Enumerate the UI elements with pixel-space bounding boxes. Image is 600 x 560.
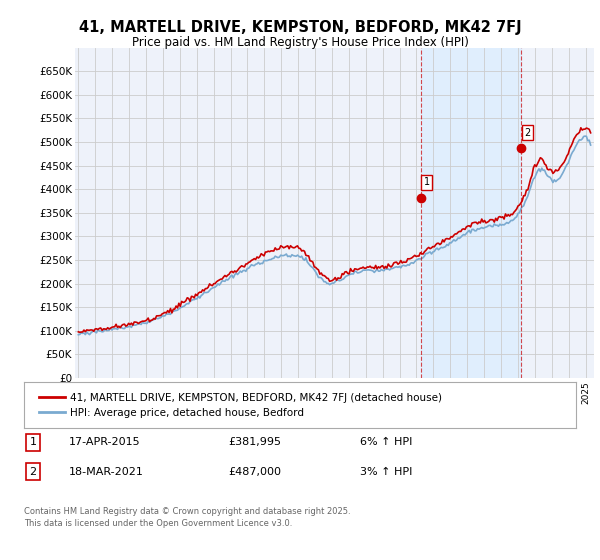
Text: Contains HM Land Registry data © Crown copyright and database right 2025.
This d: Contains HM Land Registry data © Crown c… — [24, 507, 350, 528]
Text: £487,000: £487,000 — [228, 466, 281, 477]
Text: 2: 2 — [524, 128, 530, 138]
Text: 17-APR-2015: 17-APR-2015 — [69, 437, 140, 447]
Text: 1: 1 — [424, 178, 430, 187]
Text: 2: 2 — [29, 466, 37, 477]
Text: Price paid vs. HM Land Registry's House Price Index (HPI): Price paid vs. HM Land Registry's House … — [131, 36, 469, 49]
Text: £381,995: £381,995 — [228, 437, 281, 447]
Text: 6% ↑ HPI: 6% ↑ HPI — [360, 437, 412, 447]
Bar — [421, 48, 521, 378]
Text: 41, MARTELL DRIVE, KEMPSTON, BEDFORD, MK42 7FJ: 41, MARTELL DRIVE, KEMPSTON, BEDFORD, MK… — [79, 20, 521, 35]
Text: 3% ↑ HPI: 3% ↑ HPI — [360, 466, 412, 477]
Text: 1: 1 — [29, 437, 37, 447]
Text: 18-MAR-2021: 18-MAR-2021 — [69, 466, 144, 477]
Legend: 41, MARTELL DRIVE, KEMPSTON, BEDFORD, MK42 7FJ (detached house), HPI: Average pr: 41, MARTELL DRIVE, KEMPSTON, BEDFORD, MK… — [35, 389, 446, 422]
